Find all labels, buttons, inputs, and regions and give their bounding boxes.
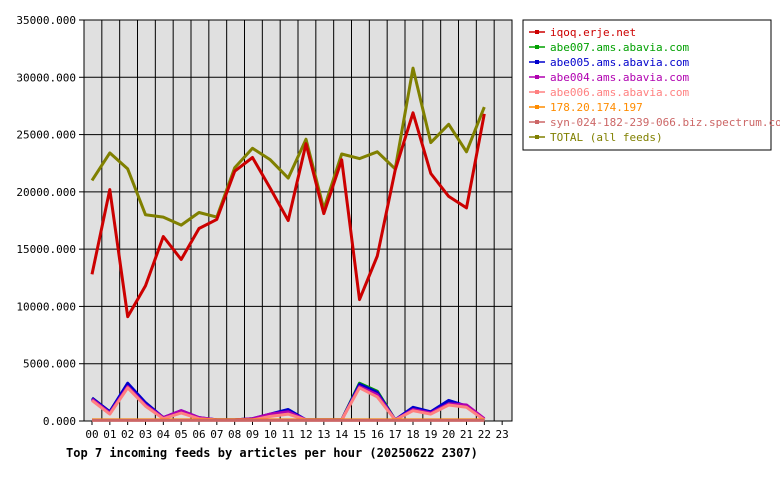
y-tick-label: 30000.000 <box>16 71 76 84</box>
legend-marker <box>535 30 539 34</box>
legend-label: abe006.ams.abavia.com <box>550 86 689 99</box>
legend-marker <box>535 120 539 124</box>
x-tick-label: 07 <box>210 428 223 441</box>
legend-label: TOTAL (all feeds) <box>550 131 663 144</box>
plot-area <box>83 19 513 422</box>
series-lines <box>90 66 486 422</box>
x-tick-label: 12 <box>299 428 312 441</box>
legend-marker <box>535 135 539 139</box>
x-tick-label: 01 <box>103 428 116 441</box>
legend-label: 178.20.174.197 <box>550 101 643 114</box>
legend: iqoq.erje.net abe007.ams.abavia.com abe005… <box>522 19 780 151</box>
y-tick-label: 35000.000 <box>16 14 76 27</box>
y-tick-label: 20000.000 <box>16 186 76 199</box>
legend-label: abe004.ams.abavia.com <box>550 71 689 84</box>
x-tick-label: 00 <box>85 428 98 441</box>
x-tick-label: 04 <box>157 428 171 441</box>
x-tick-label: 15 <box>353 428 366 441</box>
legend-label: iqoq.erje.net <box>550 26 636 39</box>
axes: 0.000 5000.000 10000.000 15000.000 20000.000… <box>16 14 508 441</box>
legend-marker <box>535 105 539 109</box>
y-tick-label: 10000.000 <box>16 300 76 313</box>
x-tick-label: 11 <box>282 428 295 441</box>
x-tick-label: 03 <box>139 428 152 441</box>
legend-marker <box>535 75 539 79</box>
series-line-8 <box>90 66 486 227</box>
x-tick-label: 16 <box>371 428 384 441</box>
x-tick-label: 20 <box>442 428 455 441</box>
x-tick-label: 13 <box>317 428 330 441</box>
x-tick-label: 14 <box>335 428 349 441</box>
legend-label: abe005.ams.abavia.com <box>550 56 689 69</box>
y-tick-label: 15000.000 <box>16 243 76 256</box>
legend-marker <box>535 90 539 94</box>
legend-marker <box>535 60 539 64</box>
x-tick-label: 17 <box>389 428 402 441</box>
x-tick-label: 05 <box>175 428 188 441</box>
x-tick-label: 23 <box>496 428 509 441</box>
x-tick-label: 22 <box>478 428 491 441</box>
x-tick-label: 09 <box>246 428 259 441</box>
chart-title: Top 7 incoming feeds by articles per hou… <box>66 446 478 460</box>
x-tick-label: 08 <box>228 428 241 441</box>
series-line-5 <box>91 386 486 422</box>
y-tick-label: 5000.000 <box>23 358 76 371</box>
x-tick-label: 19 <box>424 428 437 441</box>
legend-marker <box>535 45 539 49</box>
legend-label: abe007.ams.abavia.com <box>550 41 689 54</box>
y-tick-label: 25000.000 <box>16 129 76 142</box>
x-tick-label: 21 <box>460 428 473 441</box>
x-tick-label: 06 <box>192 428 205 441</box>
y-tick-label: 0.000 <box>43 415 76 428</box>
x-tick-label: 18 <box>406 428 419 441</box>
x-tick-label: 10 <box>264 428 277 441</box>
x-tick-label: 02 <box>121 428 134 441</box>
legend-box <box>522 19 772 151</box>
series-line-1 <box>90 111 486 319</box>
legend-label: syn-024-182-239-066.biz.spectrum.com <box>550 116 780 129</box>
